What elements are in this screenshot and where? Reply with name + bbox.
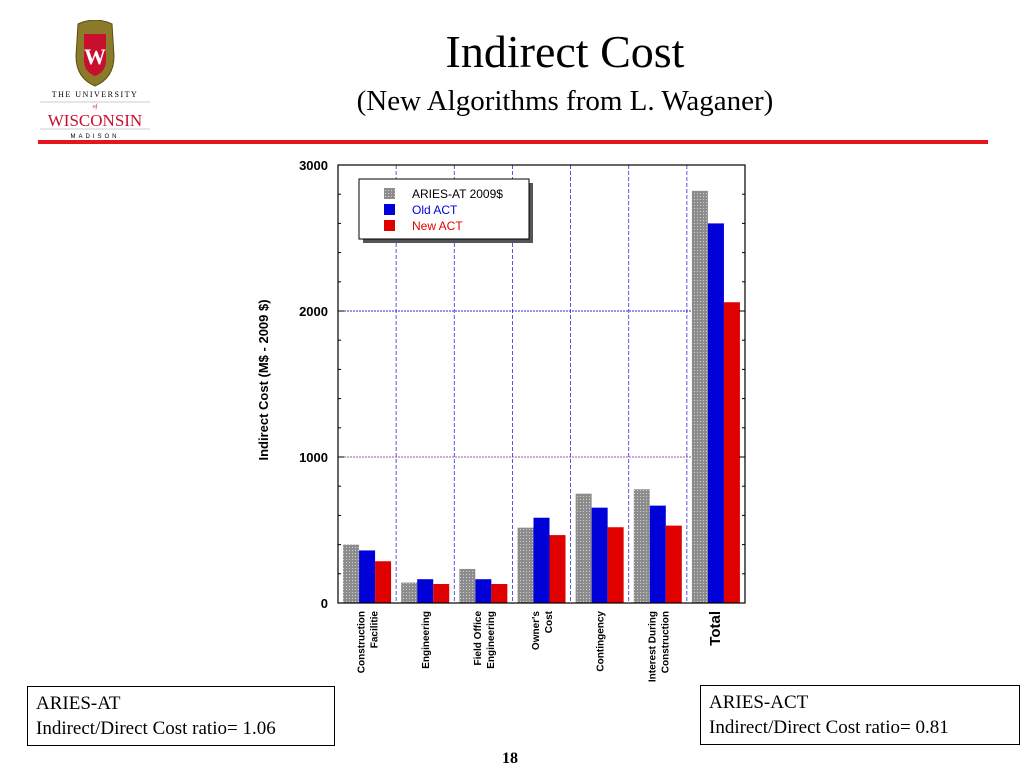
bar-new-act xyxy=(665,525,682,603)
y-tick-label: 0 xyxy=(321,596,328,611)
slide-subtitle: (New Algorithms from L. Waganer) xyxy=(356,85,774,117)
x-tick-label: Engineering xyxy=(421,611,432,669)
bar-old-act xyxy=(707,223,724,603)
legend-swatch xyxy=(384,188,395,199)
logo-line4: MADISON xyxy=(70,134,119,140)
aries-at-ratio: Indirect/Direct Cost ratio= 1.06 xyxy=(36,718,276,739)
aries-act-label: ARIES-ACT xyxy=(709,692,809,713)
logo-line2: of xyxy=(93,103,99,110)
bar-aries-at-2009- xyxy=(517,527,534,603)
bar-new-act xyxy=(433,584,450,603)
x-tick-label: Engineering xyxy=(486,611,497,669)
plot-frame xyxy=(337,164,746,604)
bar-new-act xyxy=(491,584,508,603)
legend-label: New ACT xyxy=(412,219,463,233)
aries-act-ratio: Indirect/Direct Cost ratio= 0.81 xyxy=(709,717,949,738)
slide-title: Indirect Cost xyxy=(445,26,685,77)
x-tick-label: Contingency xyxy=(596,611,607,672)
x-tick-label: Cost xyxy=(544,610,555,633)
university-logo: W THE UNIVERSITY of WISCONSIN MADISON xyxy=(30,19,160,140)
legend-swatch xyxy=(384,204,395,215)
bar-aries-at-2009- xyxy=(575,493,592,603)
logo-line3: WISCONSIN xyxy=(48,111,142,130)
y-tick-label: 1000 xyxy=(299,450,328,465)
y-axis-title: Indirect Cost (M$ - 2009 $) xyxy=(256,299,271,460)
bar-old-act xyxy=(649,505,666,603)
bar-old-act xyxy=(475,579,492,603)
bar-aries-at-2009- xyxy=(633,489,650,603)
x-tick-label: Construction xyxy=(660,611,671,673)
x-tick-label: Total xyxy=(707,611,724,646)
y-tick-label: 2000 xyxy=(299,304,328,319)
bar-aries-at-2009- xyxy=(691,190,708,604)
page-number: 18 xyxy=(502,750,518,767)
aries-at-ratio-box: ARIES-AT Indirect/Direct Cost ratio= 1.0… xyxy=(27,686,335,746)
bar-old-act xyxy=(417,579,434,603)
legend-label: Old ACT xyxy=(412,203,458,217)
title-divider xyxy=(38,140,988,144)
bar-aries-at-2009- xyxy=(401,582,418,603)
x-tick-label: Owner's xyxy=(531,611,542,650)
bar-old-act xyxy=(591,507,608,603)
bar-new-act xyxy=(607,527,624,603)
x-tick-label: Construction xyxy=(357,611,368,673)
bar-new-act xyxy=(375,561,392,603)
legend-label: ARIES-AT 2009$ xyxy=(412,187,503,201)
svg-text:W: W xyxy=(84,44,106,69)
x-tick-label: Field Office xyxy=(473,611,484,666)
legend-swatch xyxy=(384,220,395,231)
y-tick-label: 3000 xyxy=(299,158,328,173)
bar-new-act xyxy=(549,535,566,603)
x-tick-label: Interest During xyxy=(647,611,658,682)
bar-old-act xyxy=(359,550,376,603)
bar-aries-at-2009- xyxy=(459,568,476,603)
aries-act-ratio-box: ARIES-ACT Indirect/Direct Cost ratio= 0.… xyxy=(700,685,1020,745)
x-tick-label: Facilitie xyxy=(370,611,381,649)
bar-new-act xyxy=(723,302,740,603)
bar-aries-at-2009- xyxy=(343,544,360,603)
logo-line1: THE UNIVERSITY xyxy=(52,90,139,99)
aries-at-label: ARIES-AT xyxy=(36,693,121,714)
bar-old-act xyxy=(533,517,550,603)
